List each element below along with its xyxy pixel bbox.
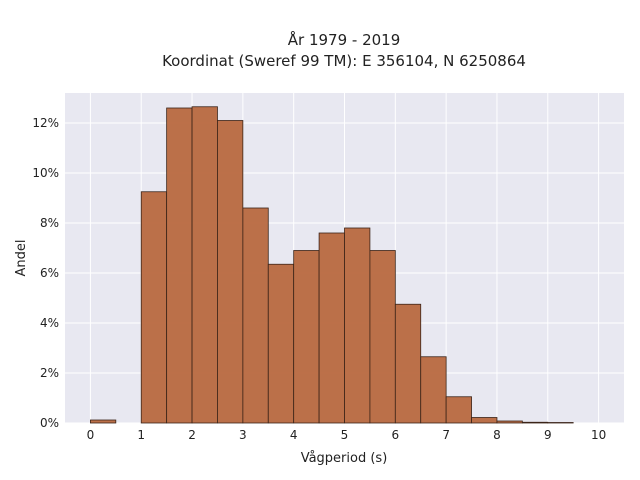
- y-axis-ticks: 0% 2% 4% 6% 8% 10% 12%: [32, 116, 59, 430]
- x-axis-ticks: 0 1 2 3 4 5 6 7 8 9 10: [87, 428, 607, 442]
- y-tick-label: 10%: [32, 166, 59, 180]
- histogram-bars: [90, 106, 574, 424]
- histogram-bar: [140, 191, 168, 424]
- histogram-bar: [420, 356, 447, 424]
- histogram-bar: [344, 227, 371, 424]
- histogram-bar: [496, 420, 523, 424]
- y-axis-label: Andel: [14, 240, 29, 277]
- histogram-bar: [242, 207, 269, 424]
- x-axis-label: Vågperiod (s): [301, 451, 388, 466]
- x-tick-label: 4: [290, 428, 298, 442]
- y-tick-label: 4%: [40, 316, 59, 330]
- x-tick-label: 8: [493, 428, 501, 442]
- histogram-bar: [471, 417, 498, 424]
- y-tick-label: 12%: [32, 116, 59, 130]
- histogram-bar: [293, 250, 320, 424]
- histogram-bar: [521, 421, 549, 424]
- y-tick-label: 8%: [40, 216, 59, 230]
- x-tick-label: 10: [591, 428, 606, 442]
- x-tick-label: 2: [188, 428, 196, 442]
- x-tick-label: 5: [341, 428, 349, 442]
- histogram-bar: [369, 250, 396, 424]
- x-tick-label: 3: [239, 428, 247, 442]
- x-tick-label: 0: [87, 428, 95, 442]
- x-tick-label: 7: [442, 428, 450, 442]
- histogram-bar: [191, 106, 218, 424]
- histogram-bar: [90, 419, 117, 424]
- x-tick-label: 6: [391, 428, 399, 442]
- x-tick-label: 1: [137, 428, 145, 442]
- x-tick-label: 9: [544, 428, 552, 442]
- histogram-bar: [445, 396, 472, 424]
- chart-subtitle: Koordinat (Sweref 99 TM): E 356104, N 62…: [162, 52, 526, 70]
- histogram-bar: [394, 303, 422, 424]
- histogram-bar: [318, 232, 345, 424]
- y-tick-label: 2%: [40, 366, 59, 380]
- chart-title: År 1979 - 2019: [288, 30, 401, 49]
- y-tick-label: 0%: [40, 416, 59, 430]
- y-tick-label: 6%: [40, 266, 59, 280]
- histogram-bar: [217, 120, 244, 424]
- histogram-bar: [547, 422, 574, 424]
- histogram-bar: [166, 107, 193, 424]
- histogram-bar: [267, 263, 295, 424]
